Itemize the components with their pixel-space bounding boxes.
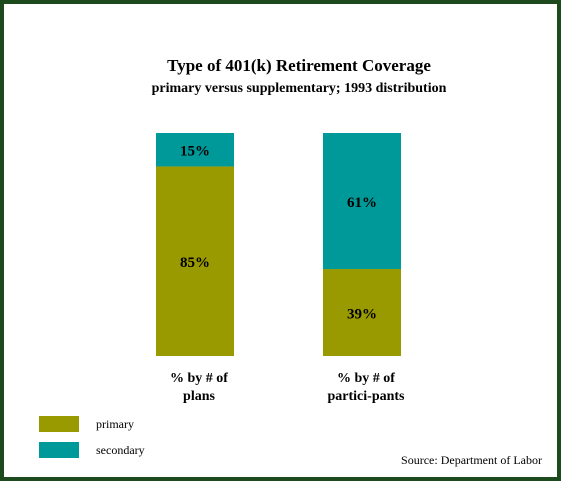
category-label-1-line-2: plans (183, 389, 215, 404)
data-label-secondary-1: 15% (180, 144, 210, 160)
stacked-bar-chart: Type of 401(k) Retirement Coverage prima… (39, 56, 542, 467)
category-label-1-line-1: % by # of (170, 371, 228, 386)
bar-secondary-1 (156, 133, 234, 167)
data-label-secondary-2: 61% (347, 195, 377, 211)
bars-group: 85% 15% 39% 61% (156, 133, 401, 356)
chart-title: Type of 401(k) Retirement Coverage (167, 56, 431, 75)
bar-primary-2 (323, 269, 401, 356)
category-label-2-line-1: % by # of (337, 371, 395, 386)
legend-swatch-secondary (39, 442, 79, 458)
source-note: Source: Department of Labor (401, 453, 542, 467)
legend-swatch-primary (39, 416, 79, 432)
legend: primary secondary (39, 416, 145, 458)
bar-primary-1 (156, 166, 234, 356)
data-label-primary-1: 85% (180, 255, 210, 271)
data-label-primary-2: 39% (347, 307, 377, 323)
legend-label-primary: primary (96, 417, 134, 431)
legend-label-secondary: secondary (96, 443, 145, 457)
chart-subtitle: primary versus supplementary; 1993 distr… (152, 81, 447, 96)
bar-secondary-2 (323, 133, 401, 270)
category-labels: % by # of plans % by # of partici-pants (170, 371, 405, 404)
category-label-2-line-2: partici-pants (328, 389, 406, 404)
